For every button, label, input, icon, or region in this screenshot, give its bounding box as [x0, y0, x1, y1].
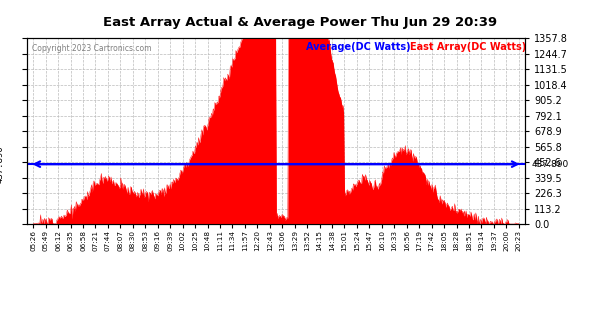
Text: Copyright 2023 Cartronics.com: Copyright 2023 Cartronics.com [32, 44, 151, 53]
Text: East Array Actual & Average Power Thu Jun 29 20:39: East Array Actual & Average Power Thu Ju… [103, 16, 497, 29]
Text: East Array(DC Watts): East Array(DC Watts) [410, 42, 527, 52]
Text: 437.890: 437.890 [0, 145, 4, 183]
Text: Average(DC Watts): Average(DC Watts) [306, 42, 410, 52]
Text: 437.890: 437.890 [532, 160, 569, 169]
